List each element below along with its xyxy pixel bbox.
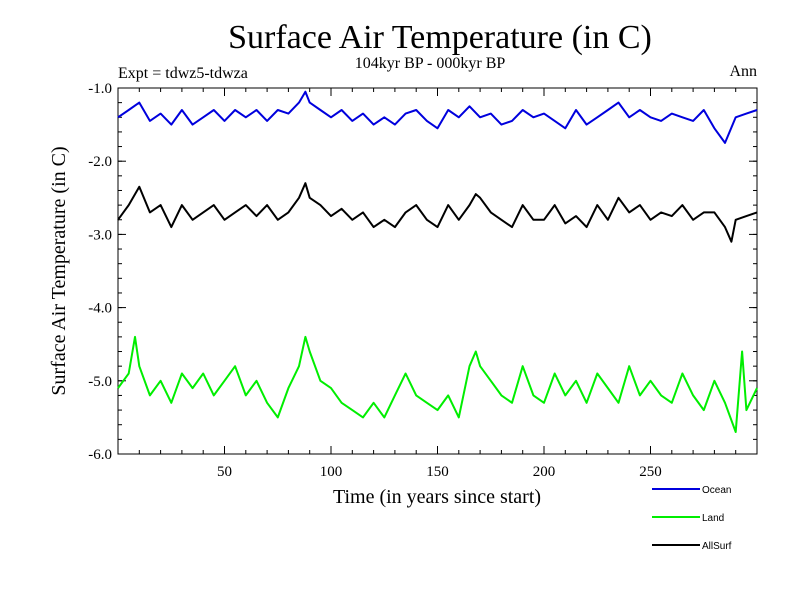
plot-area: -6.0 -5.0 -4.0 -3.0 -2.0 -1.0 50 100 150 200 250 bbox=[88, 81, 758, 480]
y-tick-label: -3.0 bbox=[88, 227, 112, 243]
y-tick-label: -5.0 bbox=[88, 374, 112, 390]
legend-label-allsurf: AllSurf bbox=[702, 541, 732, 552]
x-axis-label: Time (in years since start) bbox=[333, 486, 541, 508]
x-tick-label: 150 bbox=[426, 464, 449, 480]
y-axis-label: Surface Air Temperature (in C) bbox=[48, 146, 70, 395]
y-tick-label: -4.0 bbox=[88, 301, 112, 317]
y-tick-label: -1.0 bbox=[88, 81, 112, 97]
x-tick-label: 100 bbox=[320, 464, 343, 480]
y-tick-label: -6.0 bbox=[88, 447, 112, 463]
x-tick-label: 50 bbox=[217, 464, 232, 480]
legend-label-ocean: Ocean bbox=[702, 485, 731, 496]
series-line-allsurf bbox=[117, 182, 758, 243]
plot-frame bbox=[117, 87, 758, 455]
season-label: Ann bbox=[729, 63, 757, 80]
series-line-ocean bbox=[117, 90, 758, 144]
series-line-land bbox=[117, 335, 758, 433]
series-lines bbox=[117, 90, 758, 433]
legend-label-land: Land bbox=[702, 513, 724, 524]
legend: Ocean Land AllSurf bbox=[652, 485, 732, 552]
experiment-label: Expt = tdwz5-tdwza bbox=[118, 65, 248, 82]
axis-ticks: -6.0 -5.0 -4.0 -3.0 -2.0 -1.0 50 100 150 200 250 bbox=[88, 81, 757, 480]
x-tick-label: 200 bbox=[533, 464, 556, 480]
y-tick-label: -2.0 bbox=[88, 154, 112, 170]
chart-subtitle: 104kyr BP - 000kyr BP bbox=[355, 55, 506, 72]
x-tick-label: 250 bbox=[639, 464, 662, 480]
chart-title: Surface Air Temperature (in C) bbox=[228, 19, 652, 56]
